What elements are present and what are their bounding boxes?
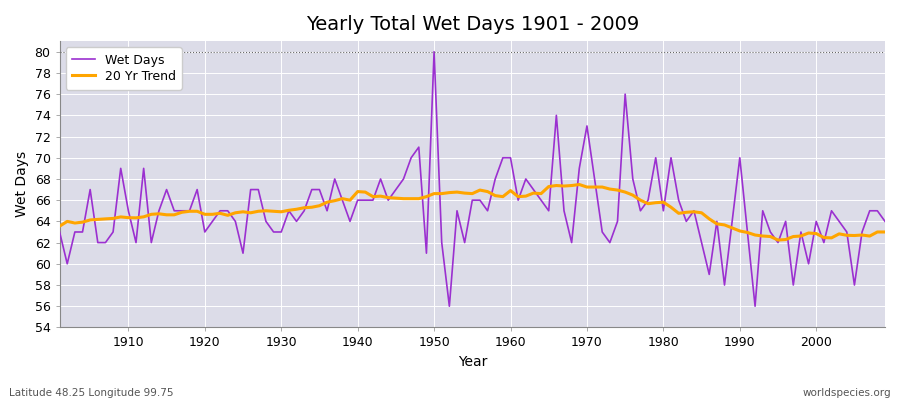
Wet Days: [284, 208, 294, 213]
Line: Wet Days: Wet Days: [59, 52, 885, 306]
Legend: Wet Days, 20 Yr Trend: Wet Days, 20 Yr Trend: [66, 47, 182, 90]
20 Yr Trend: [605, 187, 616, 192]
Title: Yearly Total Wet Days 1901 - 2009: Yearly Total Wet Days 1901 - 2009: [306, 15, 639, 34]
20 Yr Trend: [498, 194, 508, 199]
Y-axis label: Wet Days: Wet Days: [15, 151, 29, 217]
Wet Days: [520, 176, 531, 181]
Text: Latitude 48.25 Longitude 99.75: Latitude 48.25 Longitude 99.75: [9, 388, 174, 398]
Wet Days: [428, 49, 439, 54]
Wet Days: [54, 230, 65, 234]
20 Yr Trend: [284, 208, 294, 213]
Wet Days: [329, 176, 340, 181]
Line: 20 Yr Trend: 20 Yr Trend: [59, 184, 885, 240]
20 Yr Trend: [879, 230, 890, 234]
Wet Days: [879, 219, 890, 224]
20 Yr Trend: [54, 224, 65, 228]
20 Yr Trend: [329, 198, 340, 203]
Wet Days: [115, 166, 126, 171]
20 Yr Trend: [574, 182, 585, 187]
20 Yr Trend: [772, 238, 783, 242]
Wet Days: [513, 198, 524, 202]
Wet Days: [444, 304, 454, 309]
20 Yr Trend: [505, 188, 516, 193]
20 Yr Trend: [115, 214, 126, 219]
Wet Days: [612, 219, 623, 224]
Text: worldspecies.org: worldspecies.org: [803, 388, 891, 398]
X-axis label: Year: Year: [457, 355, 487, 369]
